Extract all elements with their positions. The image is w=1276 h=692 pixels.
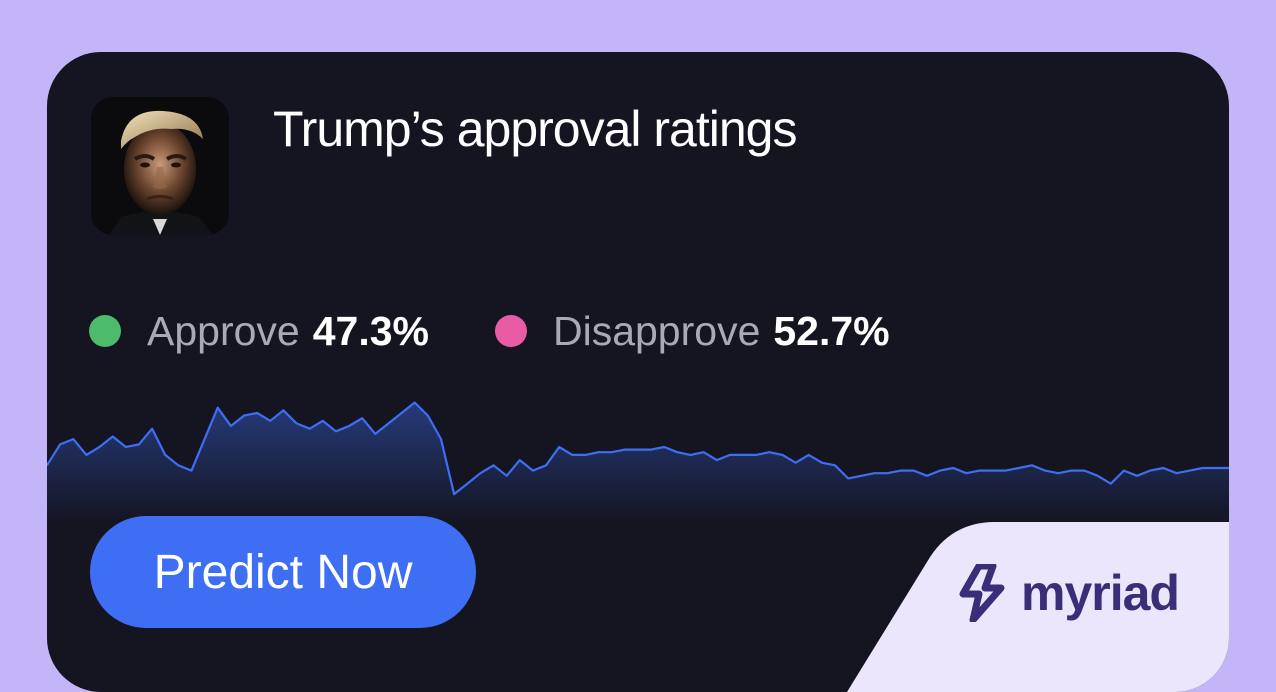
disapprove-stat: Disapprove 52.7%: [494, 307, 890, 355]
brand-name: myriad: [1021, 565, 1180, 621]
approve-label: Approve: [147, 307, 300, 354]
outcome-stats: Approve 47.3% Disapprove 52.7%: [89, 306, 890, 356]
myriad-logo-icon: [959, 564, 1005, 622]
disapprove-value: 52.7%: [773, 307, 890, 354]
approve-dot-icon: [89, 315, 121, 347]
approval-trend-chart: [47, 401, 1229, 522]
myriad-brand: myriad: [955, 564, 1180, 622]
market-card[interactable]: Trump’s approval ratings Approve 47.3% D…: [47, 52, 1229, 692]
disapprove-label: Disapprove: [552, 307, 761, 354]
approve-stat: Approve 47.3%: [89, 308, 429, 355]
trend-area: [47, 402, 1229, 522]
market-title: Trump’s approval ratings: [273, 101, 797, 157]
trump-portrait-icon: [91, 97, 229, 235]
trend-line: [47, 401, 1229, 496]
disapprove-dot-icon: [494, 315, 527, 347]
predict-now-button[interactable]: Predict Now: [90, 516, 476, 628]
approve-value: 47.3%: [312, 307, 429, 354]
